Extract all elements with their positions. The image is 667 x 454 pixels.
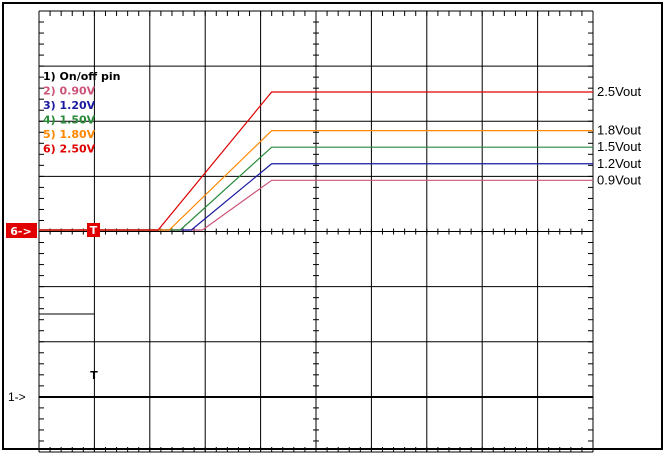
vout-label: 1.2Vout [597, 156, 641, 171]
legend-entry: 3) 1.20V [43, 99, 96, 112]
trigger-label-ch1: T [90, 369, 98, 382]
legend-entry: 6) 2.50V [43, 143, 96, 156]
legend-entry: 2) 0.90V [43, 85, 96, 98]
trigger-marker-ch6 [87, 223, 100, 237]
ch6-marker-bg [6, 223, 37, 238]
ch1-label: 1-> [8, 390, 26, 404]
legend-entry: 1) On/off pin [43, 70, 120, 83]
vout-label: 2.5Vout [597, 84, 641, 99]
legend-entry: 5) 1.80V [43, 128, 96, 141]
legend-entry: 4) 1.50V [43, 114, 96, 127]
vout-label: 1.8Vout [597, 123, 641, 138]
vout-label: 1.5Vout [597, 139, 641, 154]
trigger-label-ch6: T [90, 224, 98, 237]
scope-frame [2, 2, 663, 450]
ch6-label: 6-> [10, 225, 31, 238]
vout-label: 0.9Vout [597, 172, 641, 187]
